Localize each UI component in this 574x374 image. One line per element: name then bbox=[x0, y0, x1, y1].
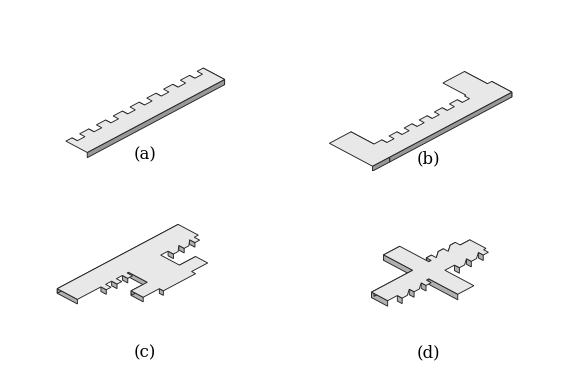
Polygon shape bbox=[351, 132, 374, 149]
Polygon shape bbox=[66, 68, 224, 153]
Polygon shape bbox=[429, 279, 458, 300]
Polygon shape bbox=[412, 124, 417, 131]
Polygon shape bbox=[179, 245, 184, 253]
Polygon shape bbox=[427, 116, 432, 123]
Polygon shape bbox=[390, 92, 512, 162]
Polygon shape bbox=[436, 251, 439, 263]
Polygon shape bbox=[189, 76, 195, 83]
Polygon shape bbox=[374, 270, 413, 296]
Polygon shape bbox=[160, 289, 164, 295]
Polygon shape bbox=[101, 287, 106, 294]
Polygon shape bbox=[397, 295, 402, 304]
Polygon shape bbox=[382, 140, 387, 147]
Polygon shape bbox=[450, 242, 455, 251]
Polygon shape bbox=[329, 71, 512, 166]
Polygon shape bbox=[87, 79, 224, 158]
Polygon shape bbox=[203, 68, 224, 85]
Polygon shape bbox=[57, 224, 178, 293]
Text: (a): (a) bbox=[134, 146, 157, 163]
Polygon shape bbox=[180, 257, 196, 270]
Polygon shape bbox=[455, 265, 459, 273]
Polygon shape bbox=[112, 281, 117, 289]
Polygon shape bbox=[467, 259, 471, 267]
Polygon shape bbox=[139, 102, 145, 110]
Polygon shape bbox=[464, 71, 487, 89]
Polygon shape bbox=[173, 84, 178, 92]
Polygon shape bbox=[426, 258, 431, 266]
Polygon shape bbox=[122, 276, 128, 283]
Polygon shape bbox=[189, 240, 195, 247]
Polygon shape bbox=[129, 272, 148, 287]
Polygon shape bbox=[409, 289, 414, 297]
Polygon shape bbox=[57, 224, 208, 300]
Polygon shape bbox=[122, 111, 127, 119]
Polygon shape bbox=[371, 240, 488, 301]
Polygon shape bbox=[373, 157, 390, 171]
Text: (d): (d) bbox=[417, 344, 441, 362]
Polygon shape bbox=[371, 291, 374, 298]
Polygon shape bbox=[397, 132, 402, 140]
Polygon shape bbox=[457, 100, 462, 107]
Polygon shape bbox=[156, 93, 161, 101]
Text: (b): (b) bbox=[417, 150, 441, 167]
Polygon shape bbox=[72, 138, 77, 146]
Polygon shape bbox=[492, 82, 512, 97]
Polygon shape bbox=[439, 249, 444, 257]
Polygon shape bbox=[106, 120, 111, 128]
Polygon shape bbox=[131, 282, 148, 295]
Polygon shape bbox=[89, 129, 94, 137]
Polygon shape bbox=[371, 292, 387, 306]
Polygon shape bbox=[421, 283, 426, 291]
Polygon shape bbox=[478, 252, 483, 261]
Polygon shape bbox=[383, 246, 400, 260]
Polygon shape bbox=[383, 255, 413, 276]
Text: (c): (c) bbox=[134, 344, 157, 362]
Polygon shape bbox=[442, 108, 447, 115]
Polygon shape bbox=[460, 240, 470, 251]
Polygon shape bbox=[57, 289, 77, 304]
Polygon shape bbox=[168, 251, 173, 259]
Polygon shape bbox=[131, 291, 144, 302]
Polygon shape bbox=[429, 260, 431, 267]
Polygon shape bbox=[426, 255, 432, 263]
Polygon shape bbox=[448, 245, 450, 257]
